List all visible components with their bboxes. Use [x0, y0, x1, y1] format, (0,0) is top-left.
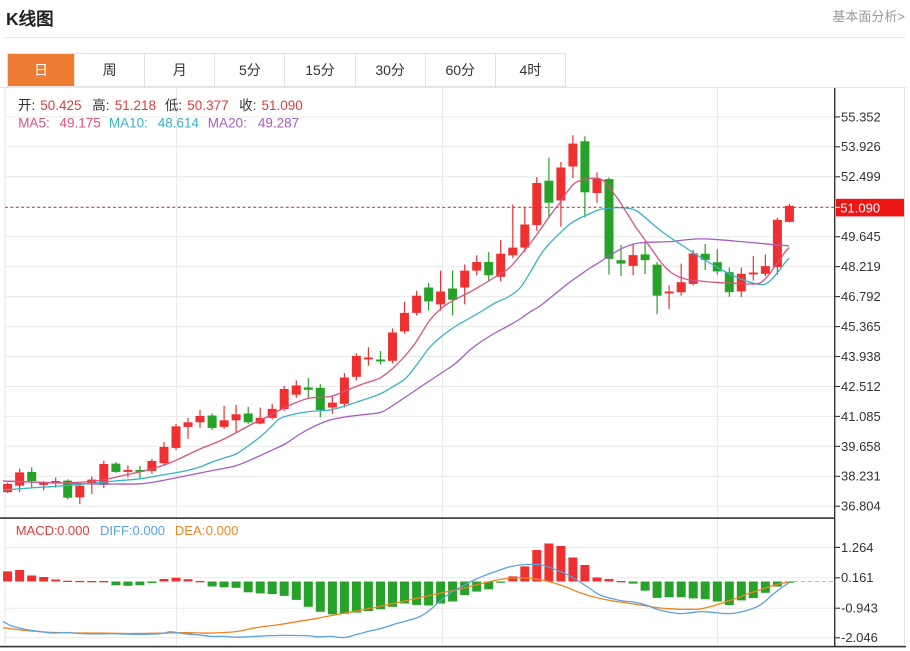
svg-text:41.085: 41.085: [841, 409, 881, 424]
svg-text:51.090: 51.090: [840, 200, 880, 215]
svg-text:46.792: 46.792: [841, 289, 881, 304]
svg-text:0.161: 0.161: [841, 570, 874, 585]
svg-text:55.352: 55.352: [841, 109, 881, 124]
svg-text:-0.943: -0.943: [841, 601, 878, 616]
svg-text:39.658: 39.658: [841, 439, 881, 454]
svg-text:42.512: 42.512: [841, 379, 881, 394]
svg-text:1.264: 1.264: [841, 540, 874, 555]
svg-text:-2.046: -2.046: [841, 630, 878, 645]
svg-text:36.804: 36.804: [841, 499, 881, 514]
svg-text:53.926: 53.926: [841, 139, 881, 154]
svg-text:52.499: 52.499: [841, 169, 881, 184]
svg-text:45.365: 45.365: [841, 319, 881, 334]
svg-text:38.231: 38.231: [841, 469, 881, 484]
svg-text:43.938: 43.938: [841, 349, 881, 364]
svg-text:49.645: 49.645: [841, 229, 881, 244]
svg-text:48.219: 48.219: [841, 259, 881, 274]
